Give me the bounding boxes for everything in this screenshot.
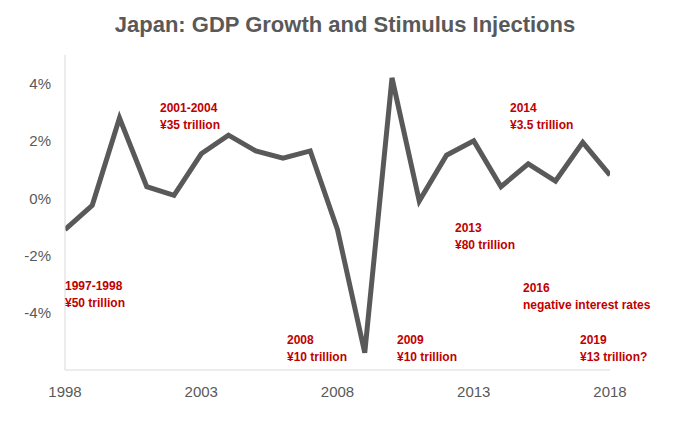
svg-text:2013¥80 trillion: 2013¥80 trillion	[455, 221, 515, 252]
svg-text:2009¥10 trillion: 2009¥10 trillion	[397, 333, 457, 364]
svg-text:2003: 2003	[185, 383, 218, 400]
svg-text:1998: 1998	[48, 383, 81, 400]
svg-text:-4%: -4%	[24, 304, 51, 321]
svg-text:2%: 2%	[29, 132, 51, 149]
svg-text:2008¥10 trillion: 2008¥10 trillion	[287, 333, 347, 364]
svg-text:2008: 2008	[321, 383, 354, 400]
svg-text:1997-1998¥50 trillion: 1997-1998¥50 trillion	[65, 279, 125, 310]
svg-text:2019¥13 trillion?: 2019¥13 trillion?	[580, 333, 647, 364]
svg-text:2001-2004¥35 trillion: 2001-2004¥35 trillion	[160, 101, 220, 132]
svg-text:Japan: GDP Growth and Stimulus: Japan: GDP Growth and Stimulus Injection…	[115, 12, 575, 37]
svg-text:2018: 2018	[593, 383, 626, 400]
svg-text:2013: 2013	[457, 383, 490, 400]
svg-text:2014¥3.5 trillion: 2014¥3.5 trillion	[510, 101, 573, 132]
svg-text:0%: 0%	[29, 190, 51, 207]
svg-text:2016negative interest rates: 2016negative interest rates	[523, 281, 651, 312]
svg-text:4%: 4%	[29, 75, 51, 92]
svg-text:-2%: -2%	[24, 247, 51, 264]
